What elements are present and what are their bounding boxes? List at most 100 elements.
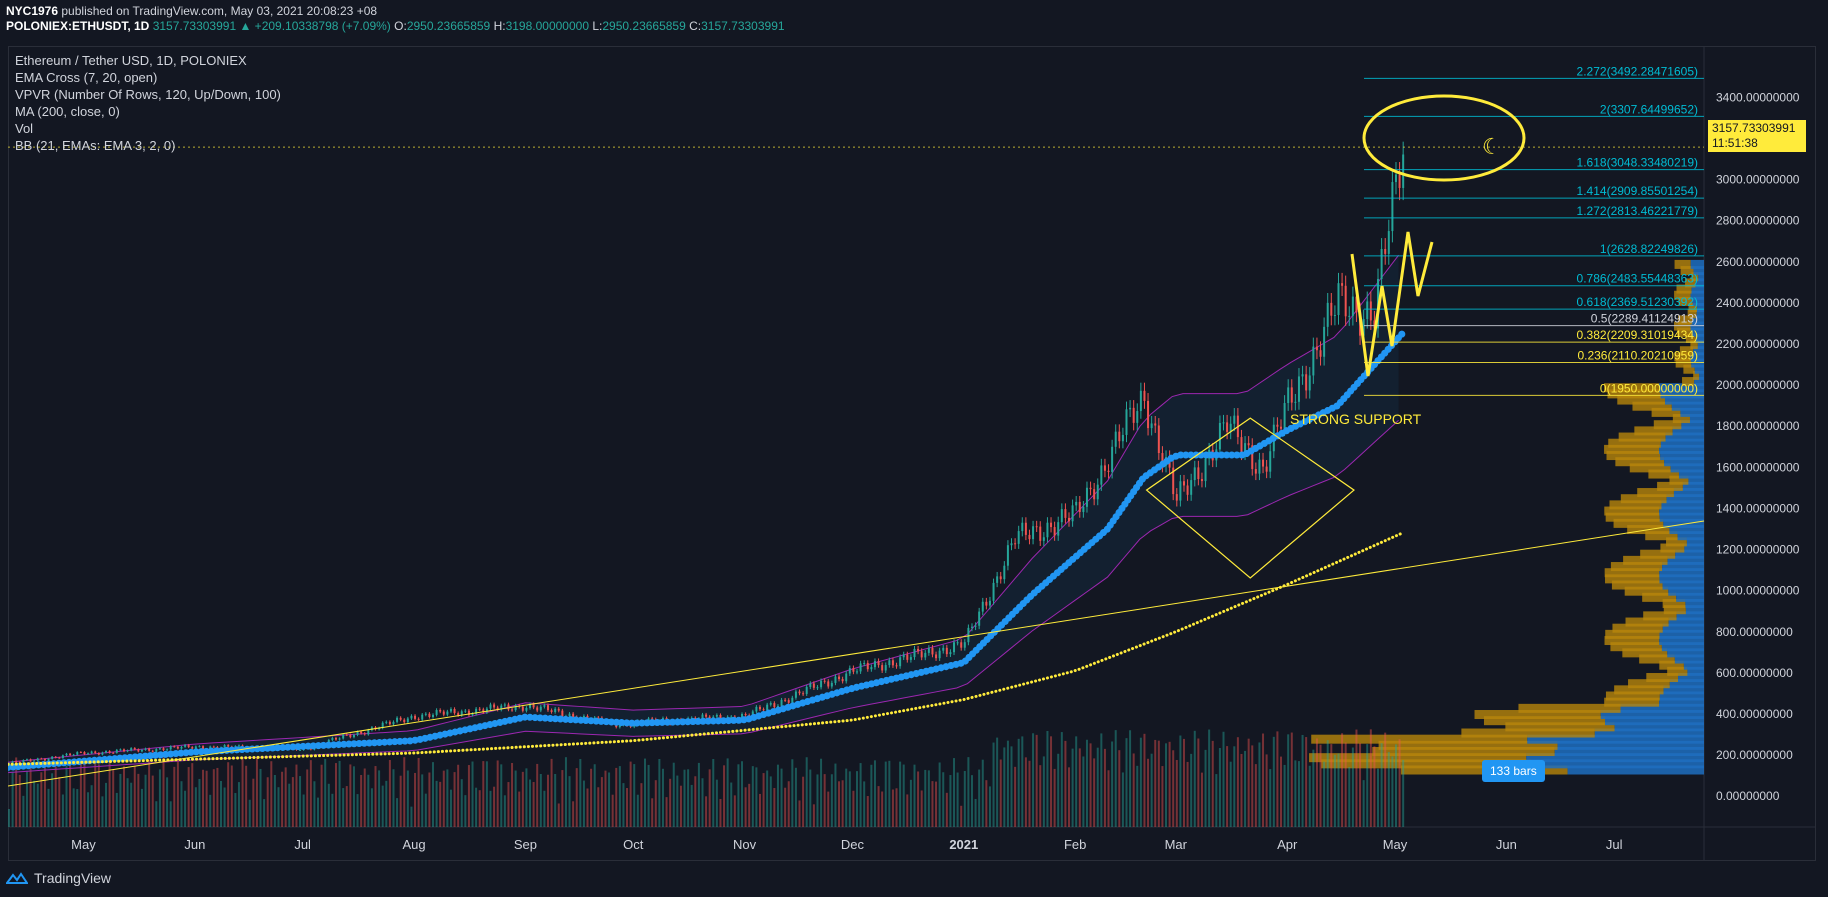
- vpvr-row-up: [1629, 463, 1671, 473]
- candle-body: [467, 710, 470, 715]
- candle-body: [809, 683, 812, 687]
- candle-body: [11, 761, 14, 764]
- volume-bar: [827, 791, 830, 827]
- vpvr-row-up: [1309, 753, 1527, 763]
- vpvr-row-down: [1695, 278, 1704, 288]
- legend-ema-cross[interactable]: EMA Cross (7, 20, open): [15, 70, 158, 85]
- volume-bar: [823, 774, 826, 827]
- fib-level-label: 1.618(3048.33480219): [1577, 156, 1698, 170]
- trend-line[interactable]: [8, 520, 1705, 787]
- candle-body: [489, 704, 492, 709]
- price-axis[interactable]: 0.00000000 200.00000000 400.00000000 600.00…: [1716, 90, 1800, 803]
- volume-bar: [791, 759, 794, 827]
- vpvr-row-up: [1675, 358, 1692, 368]
- volume-bar: [568, 776, 571, 827]
- volume-bar: [1182, 738, 1185, 827]
- vpvr-row-up: [1611, 580, 1663, 590]
- vpvr-row-up: [1614, 685, 1664, 695]
- candle-body: [999, 576, 1002, 580]
- volume-bar: [575, 768, 578, 827]
- vpvr-row-up: [1662, 599, 1686, 609]
- candle-body: [187, 744, 190, 748]
- brand-label[interactable]: TradingView: [34, 870, 112, 886]
- vpvr-row-up: [1610, 562, 1663, 572]
- time-axis[interactable]: May Jun Jul Aug Sep Oct Nov Dec 2021 Feb Mar Apr May…: [71, 837, 1622, 852]
- candle-body: [396, 717, 399, 722]
- author-name[interactable]: NYC1976: [6, 4, 59, 18]
- vpvr-row-down: [1659, 697, 1704, 707]
- candle-body: [1387, 231, 1390, 254]
- volume-bar: [870, 764, 873, 827]
- volume-bar: [406, 770, 409, 827]
- legend-volume[interactable]: Vol: [15, 121, 34, 136]
- legend-bb[interactable]: BB (21, EMAs: EMA 3, 2, 0): [15, 138, 176, 153]
- volume-bar: [1118, 750, 1121, 827]
- volume-bar: [798, 800, 801, 827]
- candle-body: [151, 750, 154, 752]
- w-pattern-drawing[interactable]: [1350, 231, 1434, 377]
- vpvr-row-up: [1604, 444, 1660, 454]
- volume-bar: [970, 775, 973, 827]
- volume-bar: [191, 763, 194, 827]
- volume-bar: [485, 761, 488, 827]
- candle-body: [227, 745, 230, 747]
- volume-bar: [47, 788, 50, 827]
- volume-bar: [72, 788, 75, 827]
- vpvr-row-up: [1604, 506, 1660, 516]
- volume-bar: [155, 801, 158, 827]
- candle-body: [529, 704, 532, 708]
- candle-body: [449, 709, 452, 712]
- vpvr-row-up: [1634, 426, 1673, 436]
- volume-bar: [54, 766, 57, 827]
- vpvr-row-down: [1685, 605, 1704, 615]
- volume-bar: [676, 775, 679, 827]
- legend-symbol[interactable]: Ethereum / Tether USD, 1D, POLONIEX: [15, 53, 247, 68]
- candle-body: [996, 576, 999, 583]
- candle-body: [381, 722, 384, 728]
- volume-bar: [101, 796, 104, 827]
- candle-body: [61, 755, 64, 758]
- volume-bar: [378, 770, 381, 827]
- candle-body: [1326, 302, 1329, 327]
- legend-vpvr[interactable]: VPVR (Number Of Rows, 120, Up/Down, 100): [15, 87, 281, 102]
- volume-bar: [1398, 739, 1401, 827]
- y-tick-label: 3400.00000000: [1716, 90, 1800, 104]
- vpvr-row-up: [1606, 451, 1661, 461]
- candle-body: [1330, 302, 1333, 316]
- vpvr-row-up: [1646, 673, 1679, 683]
- candle-body: [1154, 423, 1157, 426]
- highlight-circle-drawing[interactable]: [1362, 94, 1526, 182]
- fib-level-label: 0.5(2289.41124913): [1591, 312, 1698, 326]
- candle-body: [1032, 526, 1035, 540]
- candle-body: [439, 710, 442, 712]
- volume-bar: [669, 778, 672, 827]
- candle-body: [1283, 403, 1286, 429]
- volume-bar: [730, 782, 733, 827]
- volume-bar: [417, 757, 420, 827]
- volume-bar: [374, 766, 377, 827]
- vpvr-row-down: [1694, 364, 1704, 374]
- triangle-pattern-drawing[interactable]: [1145, 417, 1355, 579]
- volume-bar: [1341, 733, 1344, 827]
- volume-bar: [633, 764, 636, 827]
- vpvr-row-down: [1659, 568, 1704, 578]
- legend-ma[interactable]: MA (200, close, 0): [15, 104, 120, 119]
- bars-count-badge[interactable]: 133 bars: [1482, 760, 1545, 782]
- volume-bar: [820, 758, 823, 827]
- volume-bar: [259, 768, 262, 827]
- candle-body: [1010, 543, 1013, 546]
- candle-body: [399, 717, 402, 720]
- volume-bar: [1100, 733, 1103, 827]
- price-chart[interactable]: 2.272(3492.28471605) 2(3307.64499652) 1.61…: [8, 46, 1816, 861]
- vpvr-row-up: [1604, 383, 1660, 393]
- volume-bar: [381, 785, 384, 827]
- candle-body: [1323, 326, 1326, 357]
- chart-pane[interactable]: [8, 46, 1816, 861]
- volume-bar: [1258, 742, 1261, 827]
- volume-bar: [554, 774, 557, 827]
- volume-bar: [1035, 734, 1038, 827]
- volume-bar: [1039, 765, 1042, 827]
- volume-bar: [460, 779, 463, 827]
- volume-bar: [324, 758, 327, 827]
- vpvr-row-up: [1690, 340, 1698, 350]
